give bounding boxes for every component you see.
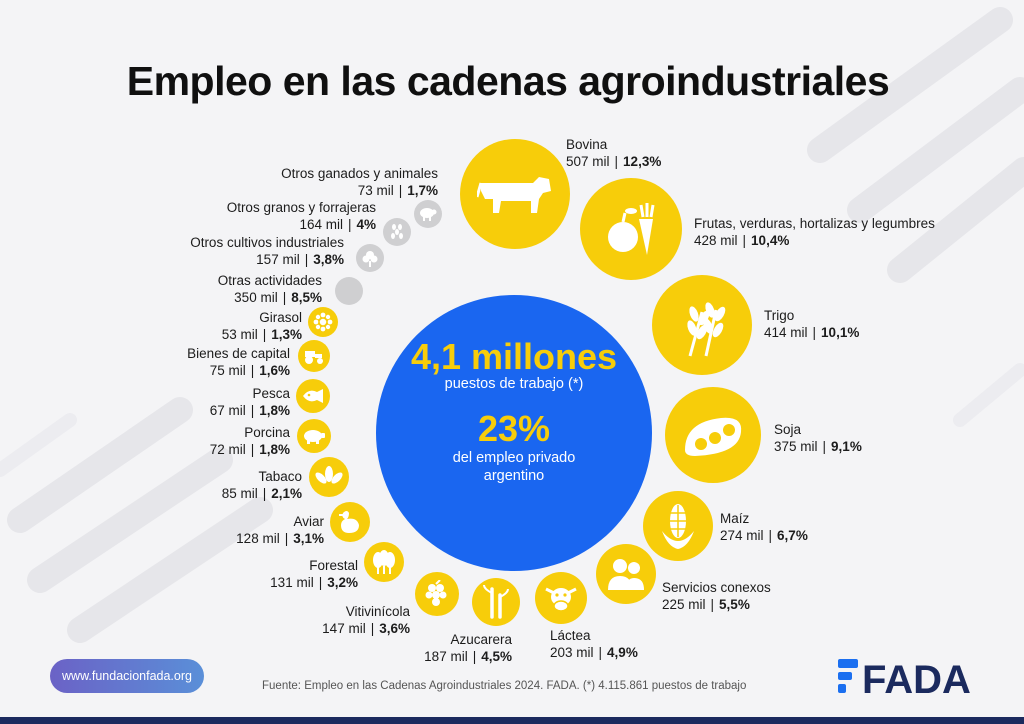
chain-label-azucarera: Azucarera 187 mil | 4,5% xyxy=(424,632,512,664)
grapes-icon xyxy=(415,572,459,616)
chain-label-soja: Soja 375 mil | 9,1% xyxy=(774,422,862,454)
chain-label-otros-granos: Otros granos y forrajeras 164 mil | 4% xyxy=(226,200,376,232)
chain-label-forestal: Forestal 131 mil | 3,2% xyxy=(270,558,358,590)
chain-label-pesca: Pesca 67 mil | 1,8% xyxy=(209,386,290,418)
page-title: Empleo en las cadenas agroindustriales xyxy=(126,58,890,104)
chain-label-bienes-capital: Bienes de capital 75 mil | 1,6% xyxy=(187,346,290,378)
logo-text: FADA xyxy=(862,658,971,696)
chain-label-otros-cultivos: Otros cultivos industriales 157 mil | 3,8% xyxy=(190,235,344,267)
sugarcane-icon xyxy=(472,578,520,626)
dairy-cow-icon xyxy=(535,572,587,624)
wheat-icon xyxy=(652,275,752,375)
chain-label-trigo: Trigo 414 mil | 10,1% xyxy=(764,308,860,340)
total-employment-circle: 4,1 millones puestos de trabajo (*) 23% … xyxy=(376,295,652,571)
cotton-icon xyxy=(356,244,384,272)
cow-icon xyxy=(460,139,570,249)
trees-icon xyxy=(364,542,404,582)
total-jobs-value: 4,1 millones xyxy=(410,336,618,377)
chain-label-maiz: Maíz 274 mil | 6,7% xyxy=(720,511,808,543)
chain-label-servicios: Servicios conexos 225 mil | 5,5% xyxy=(662,580,771,612)
private-employment-caption-1: del empleo privado xyxy=(452,450,576,466)
website-link[interactable]: www.fundacionfada.org xyxy=(50,659,204,693)
chain-label-aviar: Aviar 128 mil | 3,1% xyxy=(236,514,324,546)
tobacco-leaf-icon xyxy=(309,457,349,497)
chain-label-frutas: Frutas, verduras, hortalizas y legumbres… xyxy=(694,216,935,248)
grains-icon xyxy=(383,218,411,246)
fruit-vegetable-icon xyxy=(580,178,682,280)
soy-pod-icon xyxy=(665,387,761,483)
chain-label-otras-actividades: Otras actividades 350 mil | 8,5% xyxy=(217,273,322,305)
chain-label-lactea: Láctea 203 mil | 4,9% xyxy=(550,628,638,660)
chain-label-porcina: Porcina 72 mil | 1,8% xyxy=(209,425,290,457)
chain-label-bovina: Bovina 507 mil | 12,3% xyxy=(566,137,662,169)
blank-circle-icon xyxy=(335,277,363,305)
sheep-icon xyxy=(414,200,442,228)
sunflower-icon xyxy=(308,307,338,337)
private-employment-caption-2: argentino xyxy=(483,468,545,484)
bottom-bar xyxy=(0,717,1024,724)
corn-icon xyxy=(643,491,713,561)
chicken-icon xyxy=(330,502,370,542)
people-icon xyxy=(596,544,656,604)
chain-label-girasol: Girasol 53 mil | 1,3% xyxy=(221,310,302,342)
tractor-icon xyxy=(298,340,330,372)
chain-label-tabaco: Tabaco 85 mil | 2,1% xyxy=(221,469,302,501)
fada-logo: FADA xyxy=(838,658,971,696)
total-jobs-caption: puestos de trabajo (*) xyxy=(444,376,584,392)
fish-icon xyxy=(296,379,330,413)
private-employment-percent: 23% xyxy=(477,408,551,449)
pig-icon xyxy=(297,419,331,453)
chain-label-vitivinicola: Vitivinícola 147 mil | 3,6% xyxy=(322,604,410,636)
chain-label-otros-ganados: Otros ganados y animales 73 mil | 1,7% xyxy=(281,166,438,198)
source-note: Fuente: Empleo en las Cadenas Agroindust… xyxy=(262,680,747,692)
